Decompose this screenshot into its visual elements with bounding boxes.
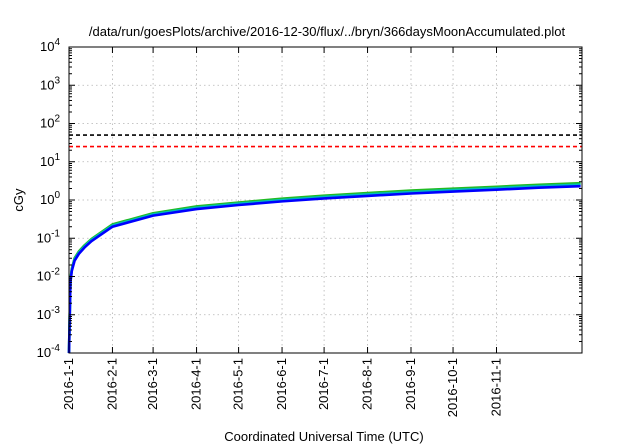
series-line bbox=[67, 184, 581, 354]
y-axis: 10-4 10-3 10-2 10-1 100 101 102 103 104 bbox=[37, 37, 582, 360]
x-tick-label: 2016-7-1 bbox=[316, 358, 331, 410]
x-axis: 2016-1-1 2016-2-1 2016-3-1 2016-4-1 2016-5-1… bbox=[61, 47, 504, 417]
y-tick-label: 102 bbox=[40, 114, 60, 131]
y-tick-label: 101 bbox=[40, 152, 60, 169]
x-tick-label: 2016-5-1 bbox=[231, 358, 246, 410]
y-tick-label: 103 bbox=[40, 75, 60, 92]
y-axis-label: cGy bbox=[11, 188, 26, 212]
series-line bbox=[67, 183, 581, 354]
y-tick-label: 10-1 bbox=[37, 228, 61, 245]
x-tick-label: 2016-11-1 bbox=[489, 358, 504, 416]
y-tick-label: 10-4 bbox=[37, 343, 61, 360]
x-tick-label: 2016-8-1 bbox=[360, 358, 375, 410]
chart-title: /data/run/goesPlots/archive/2016-12-30/f… bbox=[89, 24, 566, 39]
reference-lines bbox=[69, 134, 582, 148]
x-tick-label: 2016-3-1 bbox=[145, 358, 160, 410]
x-tick-label: 2016-9-1 bbox=[403, 358, 418, 410]
y-tick-label: 100 bbox=[40, 190, 60, 207]
x-tick-label: 2016-1-1 bbox=[61, 358, 76, 410]
x-tick-label: 2016-4-1 bbox=[189, 358, 204, 410]
x-tick-label: 2016-2-1 bbox=[104, 358, 119, 410]
y-tick-label: 104 bbox=[40, 37, 60, 54]
y-tick-label: 10-3 bbox=[37, 305, 61, 322]
grid bbox=[69, 47, 582, 353]
x-axis-label: Coordinated Universal Time (UTC) bbox=[224, 429, 423, 444]
series-line bbox=[67, 181, 581, 354]
y-tick-label: 10-2 bbox=[37, 267, 61, 284]
x-tick-label: 2016-10-1 bbox=[445, 358, 460, 417]
series-group bbox=[67, 181, 581, 354]
x-tick-label: 2016-6-1 bbox=[274, 358, 289, 410]
